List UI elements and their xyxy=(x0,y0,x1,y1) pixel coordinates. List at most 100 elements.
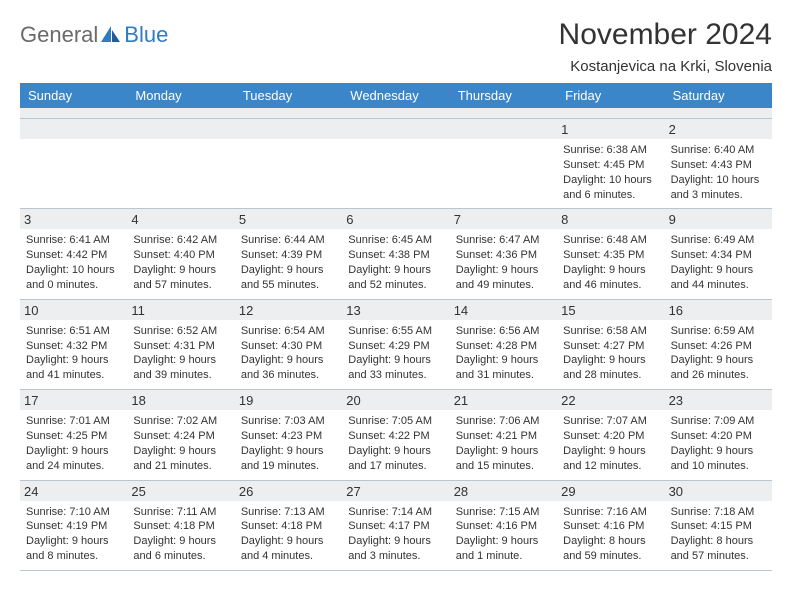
day-info: Sunrise: 6:52 AMSunset: 4:31 PMDaylight:… xyxy=(133,324,228,383)
daylight-text: Daylight: 9 hours and 44 minutes. xyxy=(671,263,766,293)
daylight-text: Daylight: 10 hours and 3 minutes. xyxy=(671,173,766,203)
day-info: Sunrise: 6:40 AMSunset: 4:43 PMDaylight:… xyxy=(671,143,766,202)
calendar-grid: SundayMondayTuesdayWednesdayThursdayFrid… xyxy=(20,83,772,571)
day-cell xyxy=(342,119,449,208)
day-number: 22 xyxy=(557,390,664,410)
sunset-text: Sunset: 4:45 PM xyxy=(563,158,658,173)
dow-cell: Wednesday xyxy=(342,83,449,108)
daylight-text: Daylight: 9 hours and 33 minutes. xyxy=(348,353,443,383)
day-info: Sunrise: 7:03 AMSunset: 4:23 PMDaylight:… xyxy=(241,414,336,473)
week-row: 1Sunrise: 6:38 AMSunset: 4:45 PMDaylight… xyxy=(20,119,772,209)
sunrise-text: Sunrise: 6:42 AM xyxy=(133,233,228,248)
day-number: 1 xyxy=(557,119,664,139)
day-number: 30 xyxy=(665,481,772,501)
sunset-text: Sunset: 4:18 PM xyxy=(241,519,336,534)
sunset-text: Sunset: 4:17 PM xyxy=(348,519,443,534)
week-row: 10Sunrise: 6:51 AMSunset: 4:32 PMDayligh… xyxy=(20,300,772,390)
blank-day xyxy=(20,119,127,139)
day-cell: 10Sunrise: 6:51 AMSunset: 4:32 PMDayligh… xyxy=(20,300,127,389)
sunset-text: Sunset: 4:32 PM xyxy=(26,339,121,354)
daylight-text: Daylight: 9 hours and 6 minutes. xyxy=(133,534,228,564)
sunrise-text: Sunrise: 7:18 AM xyxy=(671,505,766,520)
sunset-text: Sunset: 4:19 PM xyxy=(26,519,121,534)
daylight-text: Daylight: 9 hours and 41 minutes. xyxy=(26,353,121,383)
daylight-text: Daylight: 10 hours and 6 minutes. xyxy=(563,173,658,203)
day-info: Sunrise: 7:13 AMSunset: 4:18 PMDaylight:… xyxy=(241,505,336,564)
daylight-text: Daylight: 9 hours and 8 minutes. xyxy=(26,534,121,564)
day-cell: 1 Sunrise: 6:38 AMSunset: 4:45 PMDaylight… xyxy=(557,119,664,208)
day-cell: 19 Sunrise: 7:03 AMSunset: 4:23 PMDayligh… xyxy=(235,390,342,479)
sunrise-text: Sunrise: 6:55 AM xyxy=(348,324,443,339)
sunrise-text: Sunrise: 6:47 AM xyxy=(456,233,551,248)
day-cell: 26 Sunrise: 7:13 AMSunset: 4:18 PMDayligh… xyxy=(235,481,342,570)
day-info: Sunrise: 6:47 AMSunset: 4:36 PMDaylight:… xyxy=(456,233,551,292)
day-number: 3 xyxy=(20,209,127,229)
sunrise-text: Sunrise: 7:14 AM xyxy=(348,505,443,520)
dow-cell: Monday xyxy=(127,83,234,108)
day-number: 23 xyxy=(665,390,772,410)
title-block: November 2024 Kostanjevica na Krki, Slov… xyxy=(559,18,772,75)
day-cell: 2Sunrise: 6:40 AMSunset: 4:43 PMDaylight… xyxy=(665,119,772,208)
daylight-text: Daylight: 9 hours and 1 minute. xyxy=(456,534,551,564)
sail-icon xyxy=(100,25,122,45)
day-cell: 20Sunrise: 7:05 AMSunset: 4:22 PMDayligh… xyxy=(342,390,449,479)
sunset-text: Sunset: 4:16 PM xyxy=(563,519,658,534)
day-info: Sunrise: 7:11 AMSunset: 4:18 PMDaylight:… xyxy=(133,505,228,564)
daylight-text: Daylight: 9 hours and 24 minutes. xyxy=(26,444,121,474)
dow-cell: Tuesday xyxy=(235,83,342,108)
week-row: 17 Sunrise: 7:01 AMSunset: 4:25 PMDayligh… xyxy=(20,390,772,480)
day-number: 19 xyxy=(235,390,342,410)
day-number: 13 xyxy=(342,300,449,320)
sunrise-text: Sunrise: 7:13 AM xyxy=(241,505,336,520)
day-cell: 27Sunrise: 7:14 AMSunset: 4:17 PMDayligh… xyxy=(342,481,449,570)
daylight-text: Daylight: 9 hours and 57 minutes. xyxy=(133,263,228,293)
daylight-text: Daylight: 9 hours and 3 minutes. xyxy=(348,534,443,564)
day-info: Sunrise: 7:02 AMSunset: 4:24 PMDaylight:… xyxy=(133,414,228,473)
daylight-text: Daylight: 9 hours and 39 minutes. xyxy=(133,353,228,383)
day-number: 26 xyxy=(235,481,342,501)
sunset-text: Sunset: 4:26 PM xyxy=(671,339,766,354)
sunset-text: Sunset: 4:15 PM xyxy=(671,519,766,534)
day-number: 4 xyxy=(127,209,234,229)
day-cell: 23Sunrise: 7:09 AMSunset: 4:20 PMDayligh… xyxy=(665,390,772,479)
day-info: Sunrise: 7:18 AMSunset: 4:15 PMDaylight:… xyxy=(671,505,766,564)
brand-word-2: Blue xyxy=(124,24,168,46)
sunrise-text: Sunrise: 6:41 AM xyxy=(26,233,121,248)
sunset-text: Sunset: 4:18 PM xyxy=(133,519,228,534)
brand-logo: General Blue xyxy=(20,18,168,46)
day-info: Sunrise: 7:01 AMSunset: 4:25 PMDaylight:… xyxy=(26,414,121,473)
day-info: Sunrise: 7:10 AMSunset: 4:19 PMDaylight:… xyxy=(26,505,121,564)
day-info: Sunrise: 7:05 AMSunset: 4:22 PMDaylight:… xyxy=(348,414,443,473)
sunrise-text: Sunrise: 6:56 AM xyxy=(456,324,551,339)
sunrise-text: Sunrise: 6:52 AM xyxy=(133,324,228,339)
sunset-text: Sunset: 4:36 PM xyxy=(456,248,551,263)
page-title: November 2024 xyxy=(559,18,772,52)
blank-day xyxy=(127,119,234,139)
daylight-text: Daylight: 9 hours and 15 minutes. xyxy=(456,444,551,474)
sunrise-text: Sunrise: 6:48 AM xyxy=(563,233,658,248)
blank-day xyxy=(450,119,557,139)
day-info: Sunrise: 6:54 AMSunset: 4:30 PMDaylight:… xyxy=(241,324,336,383)
sunrise-text: Sunrise: 6:38 AM xyxy=(563,143,658,158)
daylight-text: Daylight: 9 hours and 28 minutes. xyxy=(563,353,658,383)
blank-day xyxy=(342,119,449,139)
day-info: Sunrise: 7:15 AMSunset: 4:16 PMDaylight:… xyxy=(456,505,551,564)
brand-word-1: General xyxy=(20,24,98,46)
sunrise-text: Sunrise: 6:44 AM xyxy=(241,233,336,248)
sunrise-text: Sunrise: 7:05 AM xyxy=(348,414,443,429)
day-number: 17 xyxy=(20,390,127,410)
sunrise-text: Sunrise: 6:58 AM xyxy=(563,324,658,339)
day-cell: 30 Sunrise: 7:18 AMSunset: 4:15 PMDayligh… xyxy=(665,481,772,570)
day-number: 9 xyxy=(665,209,772,229)
day-info: Sunrise: 6:44 AMSunset: 4:39 PMDaylight:… xyxy=(241,233,336,292)
sunset-text: Sunset: 4:35 PM xyxy=(563,248,658,263)
day-info: Sunrise: 7:16 AMSunset: 4:16 PMDaylight:… xyxy=(563,505,658,564)
day-info: Sunrise: 6:58 AMSunset: 4:27 PMDaylight:… xyxy=(563,324,658,383)
day-number: 16 xyxy=(665,300,772,320)
sunset-text: Sunset: 4:23 PM xyxy=(241,429,336,444)
sunrise-text: Sunrise: 7:11 AM xyxy=(133,505,228,520)
daylight-text: Daylight: 9 hours and 4 minutes. xyxy=(241,534,336,564)
day-cell: 12Sunrise: 6:54 AMSunset: 4:30 PMDayligh… xyxy=(235,300,342,389)
sunrise-text: Sunrise: 7:15 AM xyxy=(456,505,551,520)
day-cell: 25Sunrise: 7:11 AMSunset: 4:18 PMDayligh… xyxy=(127,481,234,570)
